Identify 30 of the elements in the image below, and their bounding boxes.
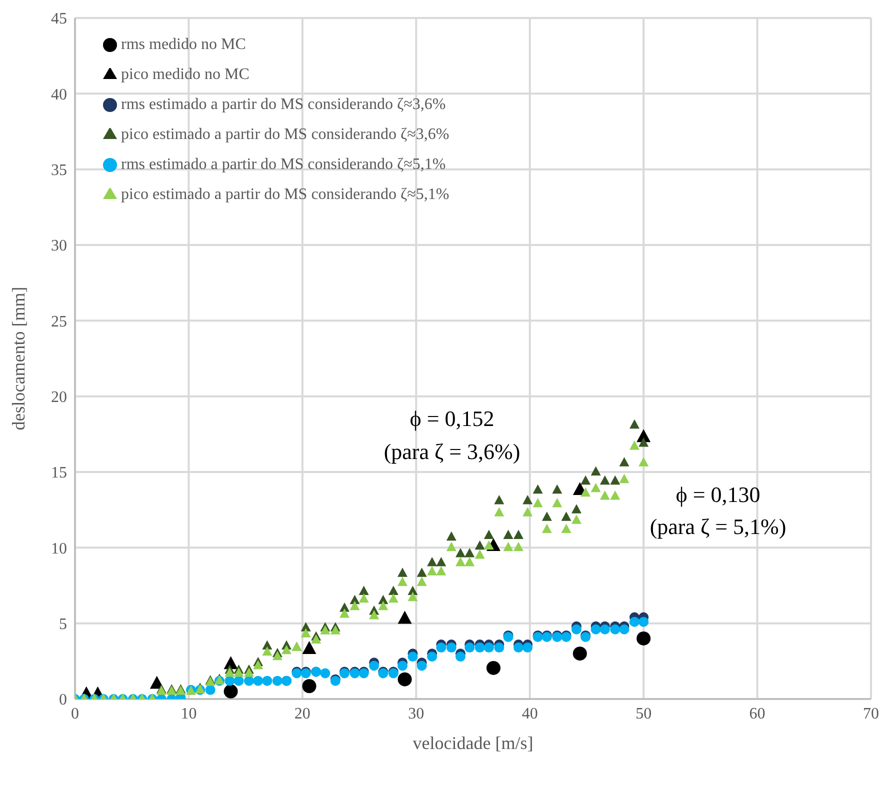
y-tick-label: 35	[51, 162, 67, 180]
legend-label: rms medido no MC	[121, 36, 246, 53]
annotation: ϕ = 0,130	[676, 482, 760, 508]
y-axis-title: deslocamento [mm]	[8, 286, 28, 430]
x-tick-label: 50	[636, 705, 652, 722]
x-tick-label: 70	[863, 705, 879, 722]
x-tick-label: 20	[294, 705, 310, 722]
x-tick-label: 10	[180, 705, 197, 722]
y-tick-label: 10	[51, 540, 67, 558]
annotation: (para ζ = 5,1%)	[650, 514, 786, 540]
y-tick-label: 15	[51, 464, 67, 482]
legend-label: rms estimado a partir do MS considerando ζ≈5,1%	[121, 156, 446, 173]
x-tick-label: 60	[749, 705, 766, 722]
legend-label: pico estimado a partir do MS considerando ζ≈3,6%	[121, 126, 450, 143]
annotation: ϕ = 0,152	[410, 406, 494, 432]
annotation: (para ζ = 3,6%)	[384, 439, 520, 465]
y-tick-label: 45	[51, 10, 67, 28]
y-tick-label: 30	[51, 238, 67, 255]
y-tick-label: 40	[51, 86, 67, 104]
x-tick-label: 0	[71, 705, 79, 722]
legend-label: rms estimado a partir do MS considerando ζ≈3,6%	[121, 96, 446, 113]
y-tick-label: 0	[59, 692, 67, 709]
y-tick-label: 5	[59, 616, 67, 634]
x-axis-title: velocidade [m/s]	[412, 733, 534, 753]
y-tick-label: 20	[51, 389, 67, 406]
legend-label: pico medido no MC	[121, 66, 250, 83]
x-tick-label: 40	[522, 705, 538, 722]
x-tick-label: 30	[408, 705, 424, 722]
legend-label: pico estimado a partir do MS considerando ζ≈5,1%	[121, 186, 450, 203]
y-tick-label: 25	[51, 313, 67, 330]
